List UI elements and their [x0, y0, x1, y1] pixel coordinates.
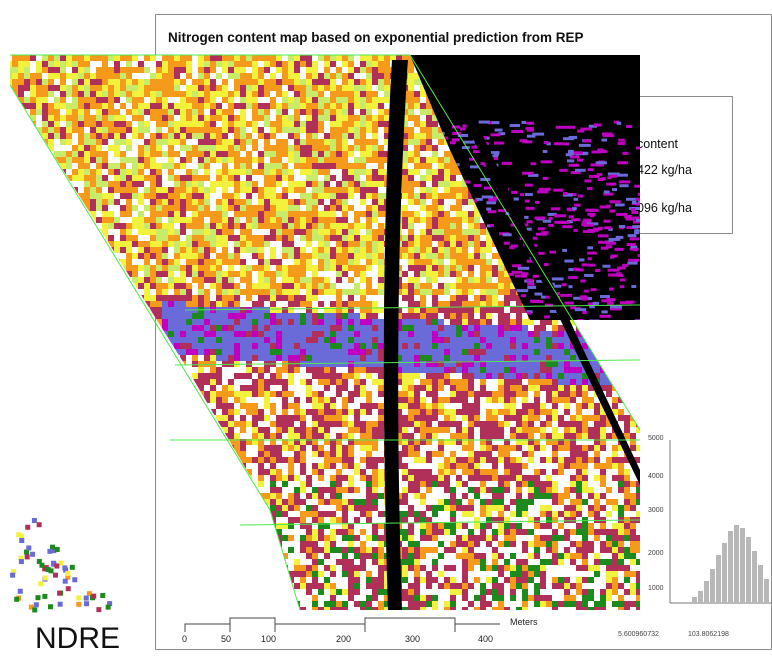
- scale-tick: 50: [221, 634, 232, 644]
- hist-y-tick: 1000: [648, 585, 664, 592]
- histogram-bar: [692, 597, 697, 603]
- scale-tick: 0: [182, 634, 188, 644]
- histogram-bar: [758, 565, 763, 603]
- hist-x-tick: 5.600960732: [618, 631, 659, 638]
- histogram-bar: [716, 555, 721, 603]
- hist-y-tick: 2000: [648, 550, 664, 557]
- legend-low-value: 096 kg/ha: [637, 201, 692, 215]
- histogram-bar: [722, 543, 727, 603]
- ndre-caption: NDRE: [35, 622, 121, 655]
- scale-tick: 100: [261, 634, 277, 644]
- scale-unit: Meters: [510, 617, 538, 627]
- hist-y-tick: 5000: [648, 435, 664, 442]
- hist-y-tick: 3000: [648, 507, 664, 514]
- hist-y-tick: 4000: [648, 473, 664, 480]
- scale-tick: 400: [478, 634, 494, 644]
- histogram-bar: [704, 581, 709, 603]
- legend-high-value: 422 kg/ha: [637, 163, 692, 177]
- histogram-bar: [746, 537, 751, 603]
- hist-x-tick: 103.8062198: [688, 631, 729, 638]
- scale-tick: 300: [405, 634, 421, 644]
- histogram-bar: [764, 579, 769, 603]
- histogram-bar: [710, 569, 715, 603]
- histogram-bar: [740, 528, 745, 603]
- histogram-bar: [698, 591, 703, 603]
- legend-heading: content: [637, 137, 679, 151]
- map-title: Nitrogen content map based on exponentia…: [168, 30, 584, 45]
- histogram-plot: [669, 440, 772, 604]
- scale-bar: [184, 617, 500, 632]
- histogram-bar: [728, 531, 733, 603]
- scale-tick: 200: [336, 634, 352, 644]
- histogram-bar: [734, 525, 739, 603]
- histogram: 5000 4000 3000 2000 1000 5.600960732 103…: [618, 435, 772, 650]
- histogram-bar: [752, 551, 757, 603]
